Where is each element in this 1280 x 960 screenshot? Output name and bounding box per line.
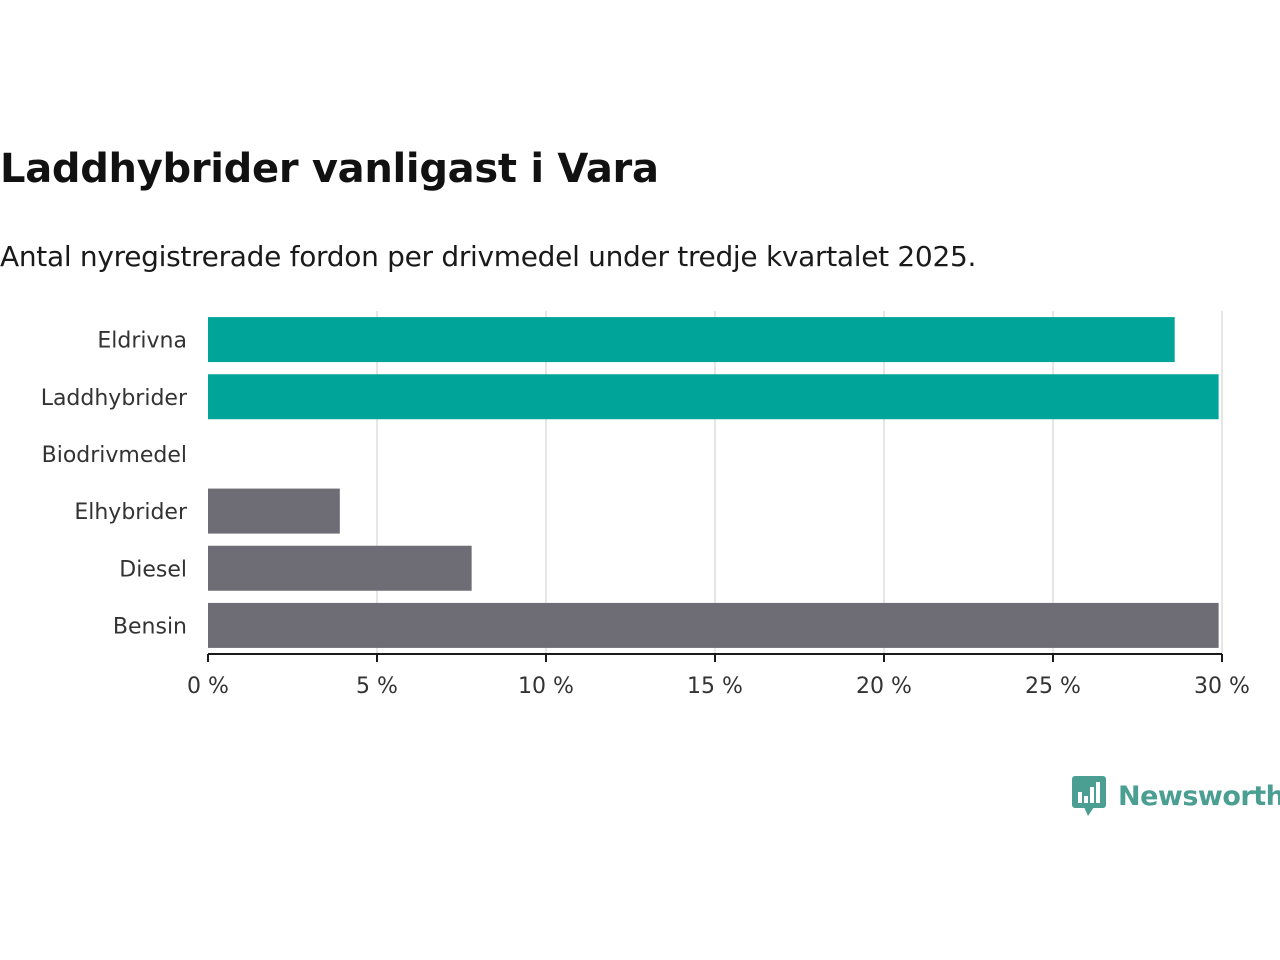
bar-elhybrider [208, 488, 340, 534]
chart-subtitle: Antal nyregistrerade fordon per drivmede… [0, 240, 977, 273]
category-label: Laddhybrider [41, 386, 188, 411]
category-label: Bensin [113, 614, 187, 639]
x-tick-label: 5 % [356, 674, 398, 699]
newsworthy-logo: Newsworthy [1072, 776, 1280, 816]
x-tick-label: 25 % [1025, 674, 1081, 699]
category-label: Eldrivna [97, 329, 187, 354]
x-tick-label: 20 % [856, 674, 912, 699]
bar-laddhybrider [208, 374, 1219, 420]
bar-eldrivna [208, 317, 1175, 363]
category-label: Biodrivmedel [42, 443, 187, 468]
x-tick-label: 0 % [187, 674, 229, 699]
x-tick-label: 15 % [687, 674, 743, 699]
category-label: Diesel [119, 557, 187, 582]
bar-diesel [208, 545, 472, 591]
newsworthy-logo-icon [1072, 776, 1106, 816]
category-labels: Eldrivna Laddhybrider Biodrivmedel Elhybrid… [41, 329, 188, 640]
category-label: Elhybrider [74, 500, 188, 525]
x-tick-label: 10 % [518, 674, 574, 699]
bar-chart: 0 % 5 % 10 % 15 % 20 % 25 % 30 % Eldrivna Laddh… [41, 311, 1250, 699]
newsworthy-logo-text: Newsworthy [1118, 780, 1280, 812]
x-tick-label: 30 % [1194, 674, 1250, 699]
x-axis: 0 % 5 % 10 % 15 % 20 % 25 % 30 % [187, 653, 1250, 699]
grid-lines [376, 311, 1223, 654]
bars [208, 317, 1219, 648]
chart-title: Laddhybrider vanligast i Vara [0, 146, 659, 192]
bar-bensin [208, 602, 1219, 648]
